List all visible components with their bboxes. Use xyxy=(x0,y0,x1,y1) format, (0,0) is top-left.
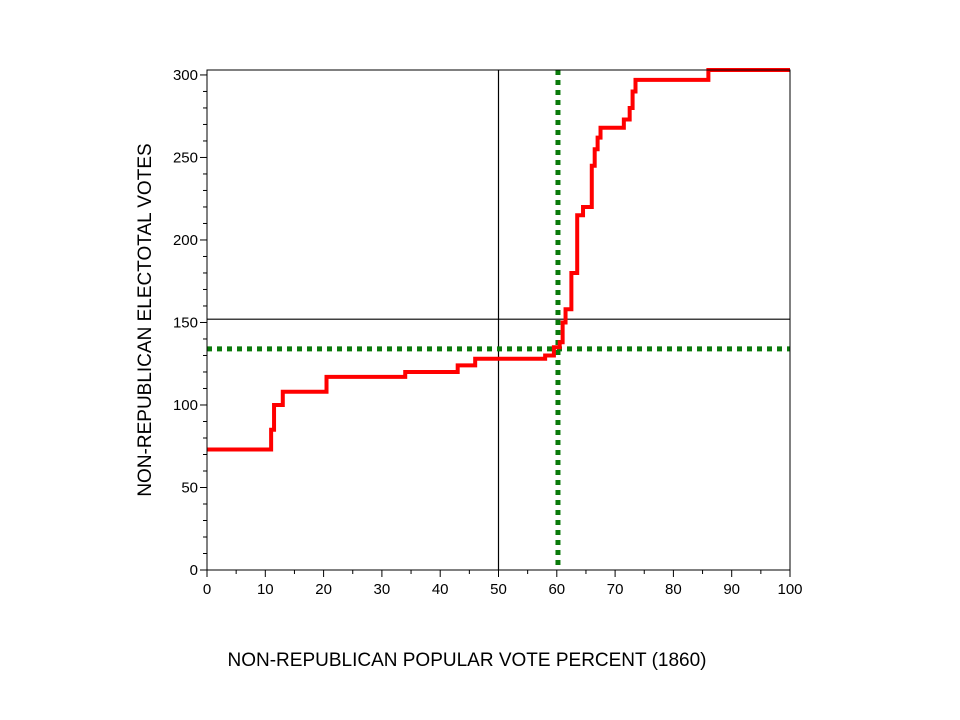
x-tick-label: 30 xyxy=(374,581,391,598)
x-tick-label: 60 xyxy=(548,581,565,598)
y-tick-label: 150 xyxy=(173,314,198,331)
y-axis-title: NON-REPUBLICAN ELECTOTAL VOTES xyxy=(135,143,156,496)
y-tick-label: 250 xyxy=(173,149,198,166)
x-tick-label: 90 xyxy=(723,581,740,598)
x-axis-title: NON-REPUBLICAN POPULAR VOTE PERCENT (186… xyxy=(228,650,707,671)
axes: 0 10 20 30 40 50 60 70 80 90 100 0 50 100 150 200 250 300 xyxy=(173,67,803,598)
x-tick-label: 100 xyxy=(777,581,802,598)
y-tick-label: 50 xyxy=(181,479,198,496)
y-tick-label: 200 xyxy=(173,232,198,249)
series-layer xyxy=(207,68,790,452)
x-tick-label: 10 xyxy=(257,581,274,598)
x-tick-label: 0 xyxy=(203,581,211,598)
y-tick-label: 0 xyxy=(190,562,198,579)
x-tick-label: 80 xyxy=(665,581,682,598)
x-tick-label: 40 xyxy=(432,581,449,598)
x-tick-label: 70 xyxy=(607,581,624,598)
x-tick-label: 50 xyxy=(490,581,507,598)
y-tick-label: 100 xyxy=(173,397,198,414)
reference-lines xyxy=(207,70,790,570)
x-tick-label: 20 xyxy=(315,581,332,598)
y-tick-label: 300 xyxy=(173,67,198,84)
step-series-line xyxy=(207,68,790,452)
